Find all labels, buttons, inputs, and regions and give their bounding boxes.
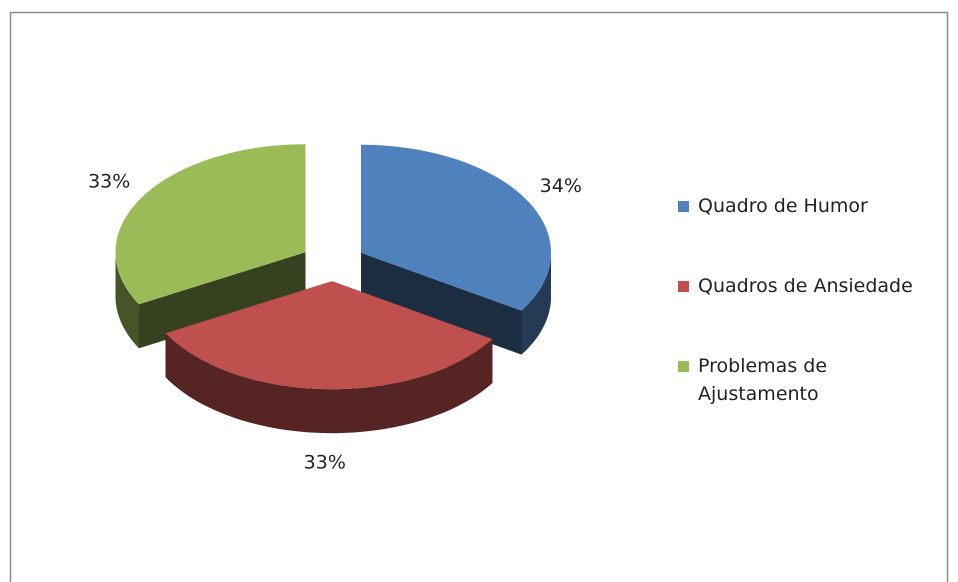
legend-swatch xyxy=(678,201,689,212)
legend-swatch xyxy=(678,361,689,372)
legend-label: Quadro de Humor xyxy=(698,195,868,217)
slice-wall xyxy=(165,333,493,434)
data-label: 33% xyxy=(88,171,130,193)
legend-label: Problemas de Ajustamento xyxy=(698,355,828,405)
legend: Quadro de Humor Quadros de Ansiedade Probl… xyxy=(678,192,940,460)
legend-item: Quadro de Humor xyxy=(678,192,940,220)
data-label: 33% xyxy=(304,452,346,474)
data-label: 34% xyxy=(540,175,582,197)
legend-item: Problemas de Ajustamento xyxy=(678,352,940,408)
slice xyxy=(115,144,306,305)
slice-side xyxy=(139,252,306,349)
slice-wall xyxy=(115,252,139,349)
legend-swatch xyxy=(678,281,689,292)
slice xyxy=(165,281,493,390)
legend-label: Quadros de Ansiedade xyxy=(698,275,913,297)
slice-side xyxy=(361,252,522,355)
slice-wall xyxy=(521,252,551,355)
legend-item: Quadros de Ansiedade xyxy=(678,272,940,300)
slice xyxy=(361,144,551,311)
